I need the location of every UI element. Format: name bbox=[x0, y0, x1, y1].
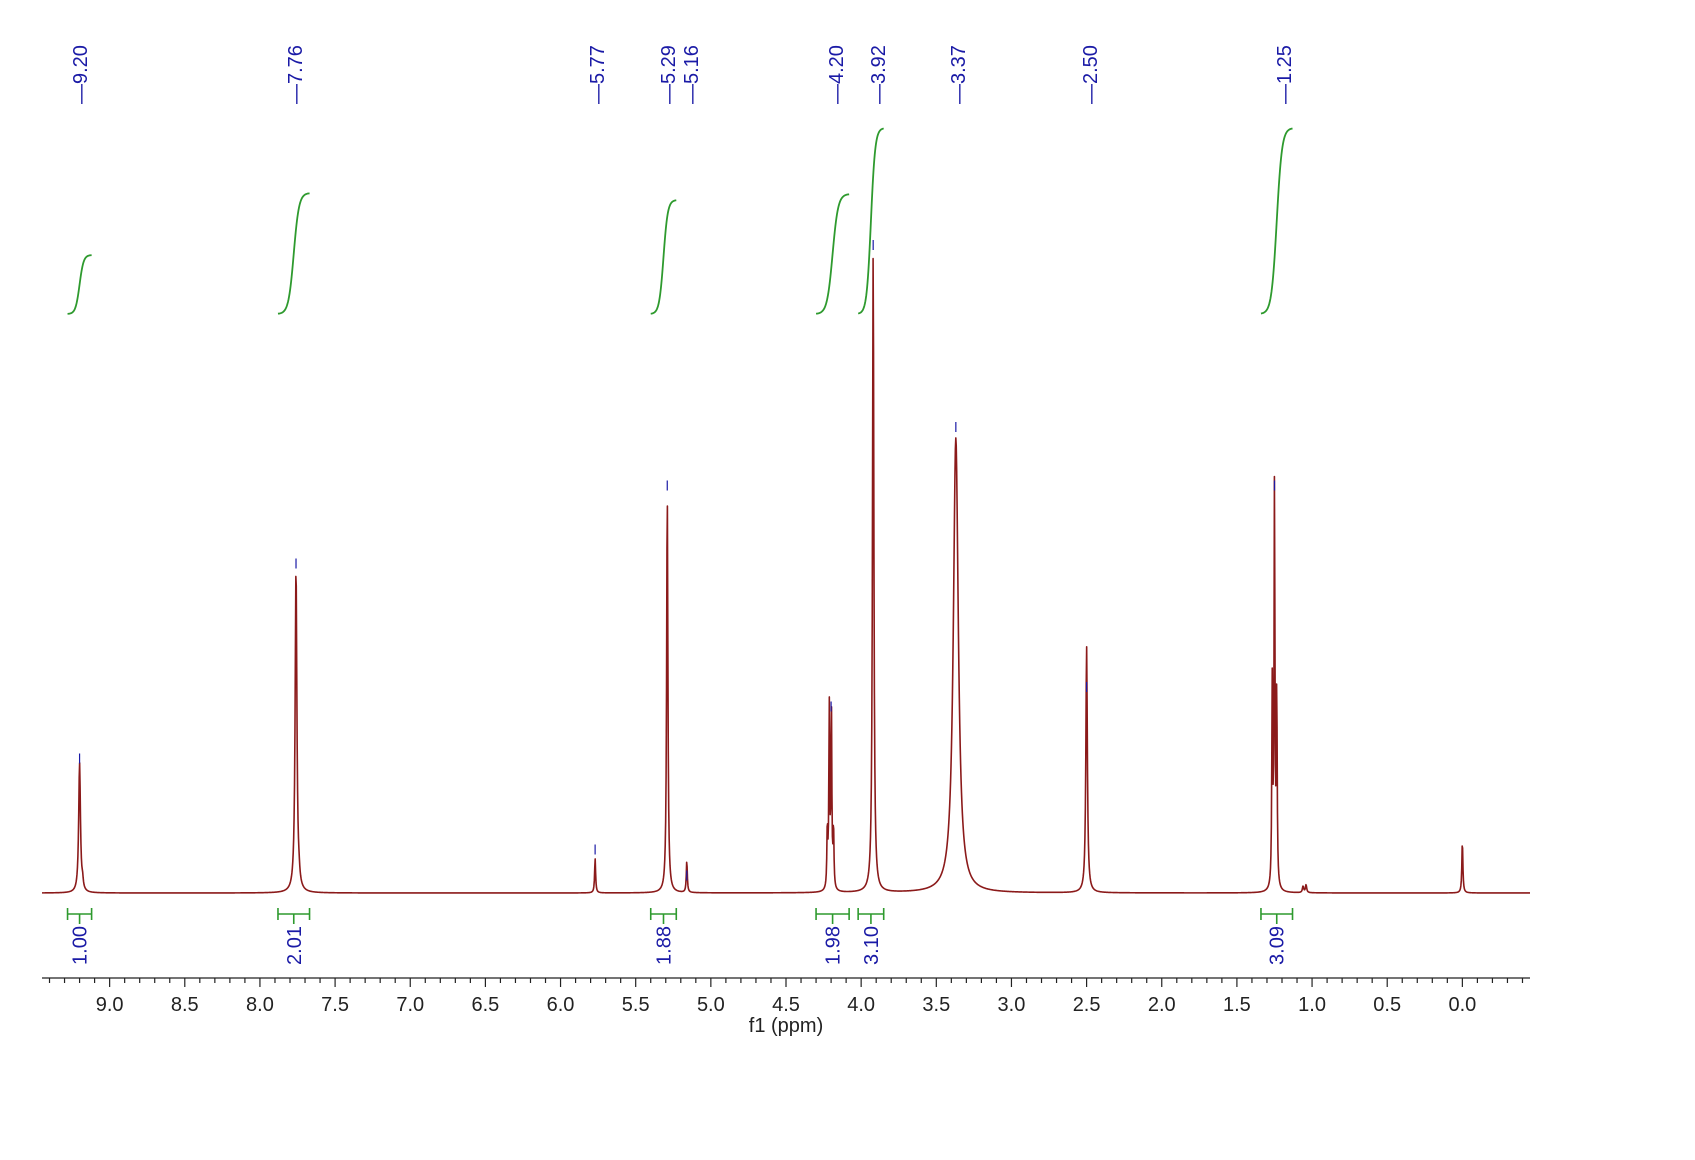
integral-curve bbox=[1260, 127, 1293, 315]
integral-bracket: 3.10 bbox=[857, 908, 885, 965]
peak-label-text: —5.16 bbox=[681, 45, 703, 104]
peak-label-text: —1.25 bbox=[1274, 45, 1296, 104]
integral-bracket: 1.88 bbox=[649, 908, 678, 965]
integral-value: 1.98 bbox=[823, 926, 845, 965]
integral-value-text: 1.98 bbox=[823, 926, 845, 965]
integral-value: 1.88 bbox=[654, 926, 676, 965]
peak-label: —3.37 bbox=[948, 45, 970, 104]
x-axis: 9.0 8.5 8.0 7.5 7.0 6.5 6.0 5.5 5.0 4.5 4.0 3.5 3.0 2… bbox=[42, 977, 1530, 1037]
integral-bracket: 1.00 bbox=[66, 908, 93, 965]
integral-curve bbox=[277, 192, 310, 315]
integral-curve bbox=[67, 254, 92, 315]
integral-bracket: 3.09 bbox=[1260, 908, 1294, 965]
x-axis-tick-label: 4.0 bbox=[847, 994, 875, 1016]
peak-label: —5.29 bbox=[658, 45, 680, 104]
peak-label-text: —5.29 bbox=[658, 45, 680, 104]
x-axis-tick-label: 9.0 bbox=[96, 994, 124, 1016]
integral-value: 2.01 bbox=[284, 926, 306, 965]
x-axis-tick-label: 6.0 bbox=[547, 994, 575, 1016]
integral-brackets: 1.00 2.01 1.88 1.98 3.10 3.09 bbox=[66, 908, 1294, 965]
x-axis-tick-label: 6.5 bbox=[471, 994, 499, 1016]
peak-label: —5.16 bbox=[681, 45, 703, 104]
integral-value-text: 3.10 bbox=[861, 926, 883, 965]
peak-label: —7.76 bbox=[285, 45, 307, 104]
spectrum-line bbox=[41, 257, 1531, 894]
x-axis-tick-label: 7.5 bbox=[321, 994, 349, 1016]
x-axis-tick-label: 7.0 bbox=[396, 994, 424, 1016]
x-axis-tick-label: 4.5 bbox=[772, 994, 800, 1016]
peak-label-text: —5.77 bbox=[587, 45, 609, 104]
x-axis-tick-label: 3.5 bbox=[922, 994, 950, 1016]
integral-curve bbox=[815, 193, 850, 315]
integral-curve bbox=[650, 199, 677, 315]
peak-label: —3.92 bbox=[868, 45, 890, 104]
x-axis-tick-label: 0.0 bbox=[1448, 994, 1476, 1016]
integral-value-text: 1.00 bbox=[70, 926, 92, 965]
x-axis-tick-label: 0.5 bbox=[1373, 994, 1401, 1016]
x-axis-tick-label: 1.0 bbox=[1298, 994, 1326, 1016]
x-axis-tick-label: 8.0 bbox=[246, 994, 274, 1016]
integral-value: 3.10 bbox=[861, 926, 883, 965]
x-axis-tick-label: 5.0 bbox=[697, 994, 725, 1016]
peak-label: —4.20 bbox=[826, 45, 848, 104]
peak-label: —2.50 bbox=[1080, 45, 1102, 104]
peak-label: —5.77 bbox=[587, 45, 609, 104]
peak-labels: —9.20 —7.76 —5.77 —5.29 —5.16 —4.20 —3.92 —3.37… bbox=[70, 45, 1296, 104]
x-axis-ticks: 9.0 8.5 8.0 7.5 7.0 6.5 6.0 5.5 5.0 4.5 4.0 3.5 3.0 2… bbox=[48, 978, 1524, 1016]
peak-label-text: —3.92 bbox=[868, 45, 890, 104]
x-axis-title: f1 (ppm) bbox=[749, 1015, 823, 1037]
x-axis-tick-label: 5.5 bbox=[622, 994, 650, 1016]
peak-label-markers bbox=[78, 240, 1276, 881]
integral-bracket: 1.98 bbox=[815, 908, 850, 965]
peak-label: —1.25 bbox=[1274, 45, 1296, 104]
integral-value-text: 2.01 bbox=[284, 926, 306, 965]
integral-bracket: 2.01 bbox=[277, 908, 311, 965]
x-axis-tick-label: 3.0 bbox=[998, 994, 1026, 1016]
peak-label-text: —2.50 bbox=[1080, 45, 1102, 104]
peak-label-text: —7.76 bbox=[285, 45, 307, 104]
peak-label-text: —4.20 bbox=[826, 45, 848, 104]
integral-value-text: 1.88 bbox=[654, 926, 676, 965]
spectrum bbox=[41, 257, 1531, 894]
x-axis-tick-label: 1.5 bbox=[1223, 994, 1251, 1016]
peak-label-text: —9.20 bbox=[70, 45, 92, 104]
integral-curves bbox=[67, 127, 1293, 315]
x-axis-tick-label: 2.5 bbox=[1073, 994, 1101, 1016]
integral-value: 3.09 bbox=[1267, 926, 1289, 965]
peak-label: —9.20 bbox=[70, 45, 92, 104]
x-axis-tick-label: 8.5 bbox=[171, 994, 199, 1016]
integral-value: 1.00 bbox=[70, 926, 92, 965]
integral-value-text: 3.09 bbox=[1267, 926, 1289, 965]
x-axis-tick-label: 2.0 bbox=[1148, 994, 1176, 1016]
peak-label-text: —3.37 bbox=[948, 45, 970, 104]
integral-curve bbox=[857, 127, 884, 315]
